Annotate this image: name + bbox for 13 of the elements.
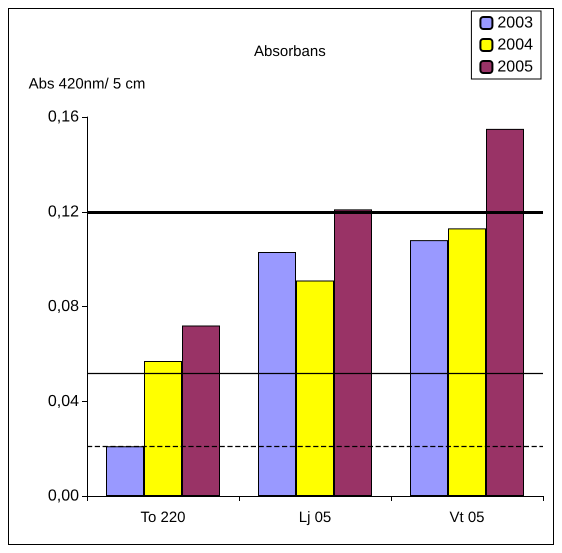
chart-title: Absorbans: [254, 43, 326, 60]
x-tick-label: Vt 05: [449, 509, 485, 526]
legend-label: 2003: [497, 14, 534, 32]
y-tick-label: 0,04: [48, 392, 80, 410]
legend-label: 2004: [497, 36, 534, 54]
y-tick-label: 0,16: [48, 108, 80, 126]
legend-label: 2005: [497, 58, 534, 76]
y-tick-label: 0,12: [48, 203, 80, 220]
y-tick-label: 0,00: [48, 488, 80, 504]
y-tick-label: 0,08: [48, 298, 80, 315]
x-tick-label: Lj 05: [298, 509, 332, 526]
y-axis-title: Abs 420nm/ 5 cm: [28, 76, 146, 92]
x-tick-label: To 220: [140, 509, 186, 526]
